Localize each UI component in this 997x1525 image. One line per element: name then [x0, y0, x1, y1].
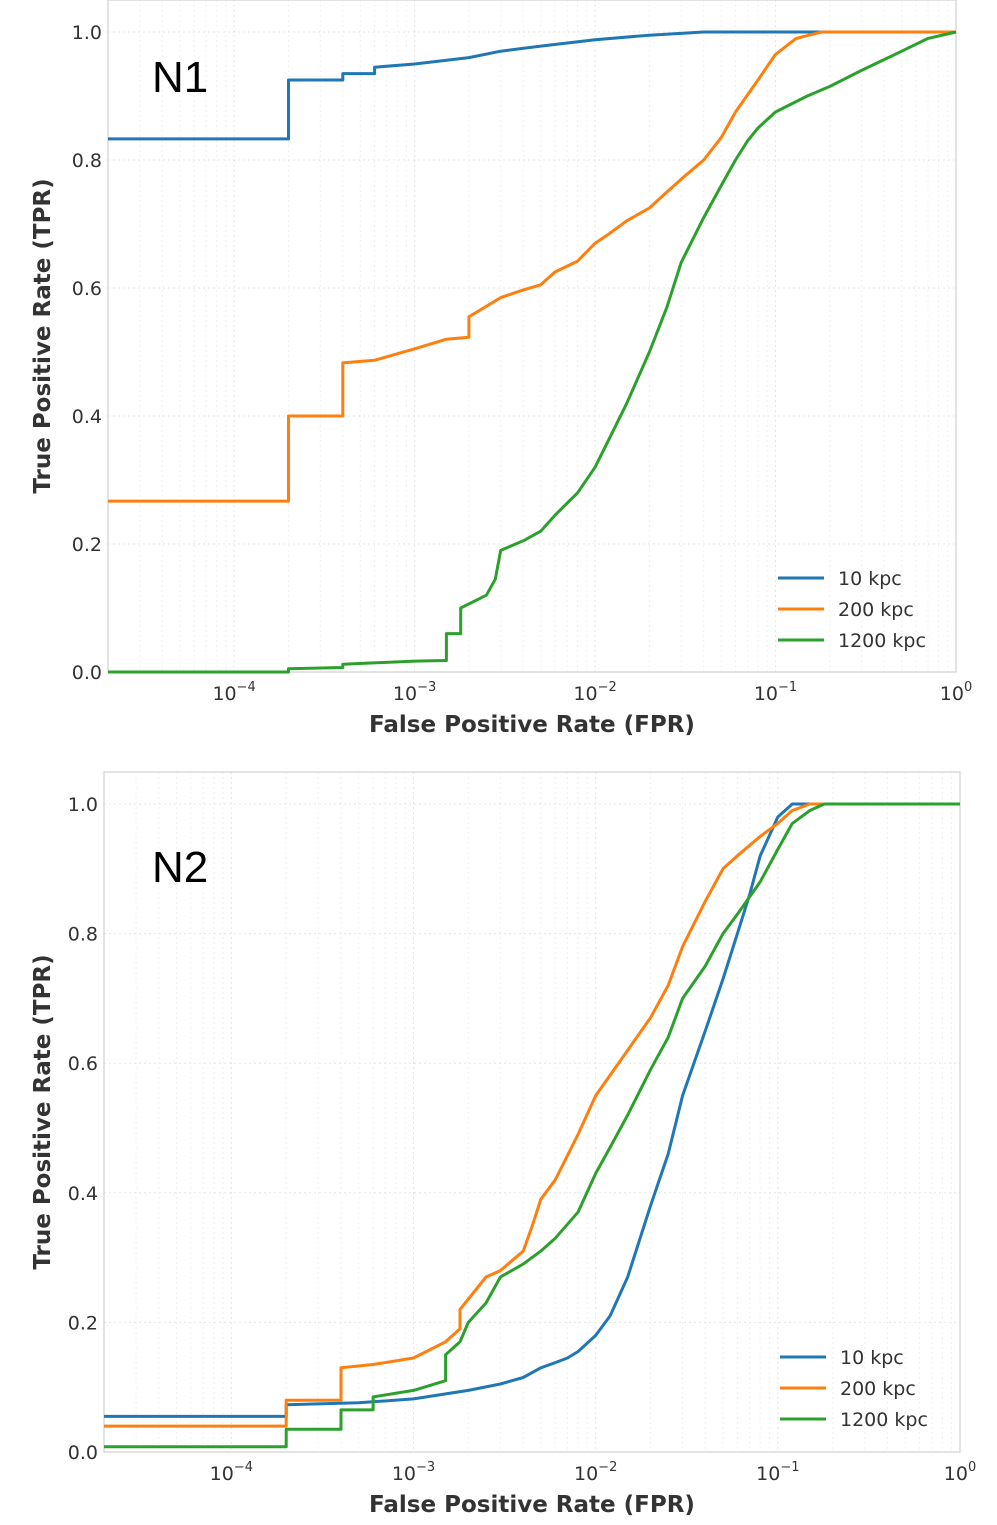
panel-label: N2: [152, 843, 208, 892]
legend-entry-label: 10 kpc: [840, 1347, 904, 1369]
y-axis-label: True Positive Rate (TPR): [30, 954, 56, 1269]
x-axis-label: False Positive Rate (FPR): [369, 1492, 695, 1518]
series-line-10-kpc: [104, 802, 960, 1418]
x-tick-label: 10−3: [392, 1460, 435, 1485]
legend-entry-label: 200 kpc: [840, 1378, 916, 1400]
y-tick-label: 0.6: [72, 278, 102, 300]
y-tick-label: 0.4: [72, 406, 102, 428]
plot-frame: [103, 771, 961, 1453]
legend: 10 kpc 200 kpc 1200 kpc: [778, 568, 926, 652]
y-tick-label: 0.8: [72, 150, 102, 172]
plot-frame: [107, 0, 957, 673]
x-tick-label: 10−3: [393, 680, 436, 705]
x-tick-label: 100: [940, 680, 972, 705]
series-line-1200-kpc: [108, 30, 957, 674]
y-tick-label: 0.6: [68, 1053, 98, 1075]
y-tick-label: 0.8: [68, 924, 98, 946]
x-tick-label: 10−1: [754, 680, 797, 705]
chart-panel-n1: 0.0 0.2 0.4 0.6 0.8 1.0 10−4 10−3 10−2 10−1 100 Fal…: [30, 0, 972, 738]
x-tick-label: 100: [944, 1460, 976, 1485]
chart-panel-n2: 0.0 0.2 0.4 0.6 0.8 1.0 10−4 10−3 10−2 10−1 100 Fal…: [30, 771, 976, 1518]
series-line-10-kpc: [108, 30, 956, 141]
legend-entry-label: 10 kpc: [838, 568, 902, 590]
y-tick-label: 1.0: [68, 794, 98, 816]
legend-entry-label: 1200 kpc: [840, 1409, 928, 1431]
x-tick-label: 10−2: [574, 1460, 617, 1485]
y-axis-label: True Positive Rate (TPR): [30, 178, 56, 493]
y-tick-label: 0.0: [68, 1442, 98, 1464]
x-tick-label: 10−4: [210, 1460, 253, 1485]
x-axis-label: False Positive Rate (FPR): [369, 712, 695, 738]
y-tick-label: 1.0: [72, 22, 102, 44]
series-line-200-kpc: [108, 30, 956, 503]
panel-label: N1: [152, 53, 208, 102]
legend-entry-label: 200 kpc: [838, 599, 914, 621]
x-tick-label: 10−1: [756, 1460, 799, 1485]
y-tick-label: 0.2: [68, 1312, 98, 1334]
series-line-1200-kpc: [104, 802, 960, 1449]
x-tick-label: 10−4: [212, 680, 255, 705]
x-tick-label: 10−2: [573, 680, 616, 705]
legend: 10 kpc 200 kpc 1200 kpc: [780, 1347, 928, 1431]
legend-entry-label: 1200 kpc: [838, 630, 926, 652]
y-tick-label: 0.2: [72, 534, 102, 556]
y-tick-label: 0.4: [68, 1183, 98, 1205]
y-tick-label: 0.0: [72, 662, 102, 684]
series-line-200-kpc: [104, 802, 960, 1428]
